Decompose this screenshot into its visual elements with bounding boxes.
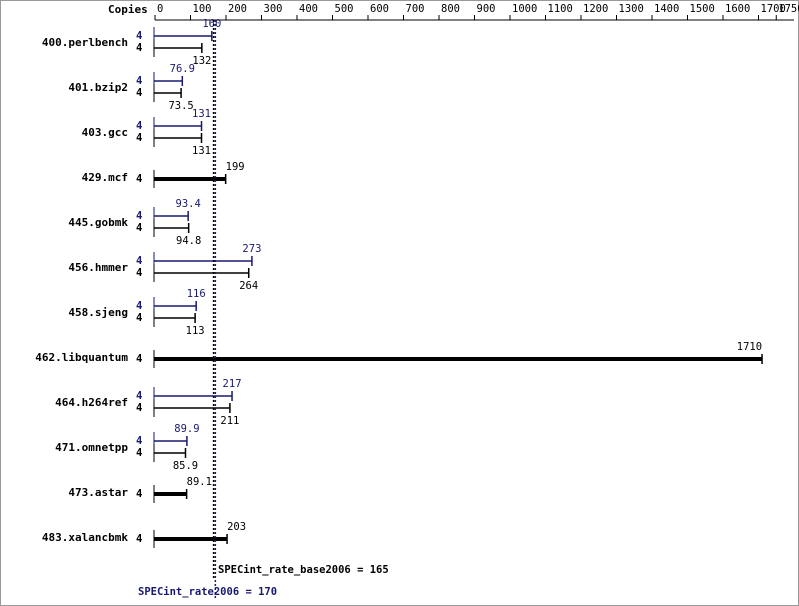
copies-label: 4 [136, 267, 142, 279]
copies-label: 4 [136, 312, 142, 324]
value-label: 73.5 [168, 100, 193, 112]
value-label: 203 [227, 521, 246, 533]
benchmark-label: 445.gobmk [68, 216, 128, 229]
value-label: 131 [192, 108, 211, 120]
value-label: 132 [192, 55, 211, 67]
x-tick-label: 200 [228, 3, 247, 15]
value-label: 89.1 [187, 476, 212, 488]
value-label: 264 [239, 280, 258, 292]
x-tick-label: 700 [406, 3, 425, 15]
copies-label: 4 [136, 533, 142, 545]
x-axis-title: Copies [108, 3, 148, 16]
value-label: 273 [242, 243, 261, 255]
copies-label: 4 [136, 353, 142, 365]
x-tick-label: 1500 [690, 3, 715, 15]
copies-label: 4 [136, 402, 142, 414]
benchmark-label: 429.mcf [82, 171, 128, 184]
benchmark-label: 400.perlbench [42, 36, 128, 49]
benchmark-label: 458.sjeng [68, 306, 128, 319]
x-tick-label: 1750 [778, 3, 799, 15]
x-tick-label: 1100 [548, 3, 573, 15]
x-tick-label: 1000 [512, 3, 537, 15]
reference-label: SPECint_rate2006 = 170 [138, 586, 277, 598]
copies-label: 4 [136, 222, 142, 234]
value-label: 199 [226, 161, 245, 173]
x-tick-label: 500 [335, 3, 354, 15]
benchmark-label: 464.h264ref [55, 396, 128, 409]
x-tick-label: 300 [264, 3, 283, 15]
value-label: 94.8 [176, 235, 201, 247]
x-tick-label: 1200 [583, 3, 608, 15]
x-tick-label: 400 [299, 3, 318, 15]
copies-label: 4 [136, 75, 142, 87]
copies-label: 4 [136, 120, 142, 132]
copies-label: 4 [136, 210, 142, 222]
copies-label: 4 [136, 173, 142, 185]
benchmark-label: 403.gcc [82, 126, 128, 139]
x-tick-label: 900 [477, 3, 496, 15]
copies-label: 4 [136, 488, 142, 500]
copies-label: 4 [136, 30, 142, 42]
value-label: 113 [186, 325, 205, 337]
copies-label: 4 [136, 132, 142, 144]
benchmark-label: 483.xalancbmk [42, 531, 128, 544]
value-label: 211 [220, 415, 239, 427]
copies-label: 4 [136, 447, 142, 459]
value-label: 160 [202, 18, 221, 30]
copies-label: 4 [136, 255, 142, 267]
x-tick-label: 1400 [654, 3, 679, 15]
benchmark-label: 462.libquantum [35, 351, 128, 364]
value-label: 89.9 [174, 423, 199, 435]
x-tick-label: 1700 [761, 3, 786, 15]
x-tick-label: 1300 [619, 3, 644, 15]
value-label: 93.4 [176, 198, 201, 210]
copies-label: 4 [136, 390, 142, 402]
value-label: 76.9 [170, 63, 195, 75]
benchmark-label: 473.astar [68, 486, 128, 499]
x-tick-label: 800 [441, 3, 460, 15]
x-tick-label: 600 [370, 3, 389, 15]
benchmark-label: 471.omnetpp [55, 441, 128, 454]
copies-label: 4 [136, 42, 142, 54]
value-label: 1710 [737, 341, 762, 353]
value-label: 217 [223, 378, 242, 390]
reference-label: SPECint_rate_base2006 = 165 [218, 564, 389, 576]
value-label: 131 [192, 145, 211, 157]
value-label: 85.9 [173, 460, 198, 472]
x-tick-label: 100 [193, 3, 212, 15]
copies-label: 4 [136, 435, 142, 447]
benchmark-label: 456.hmmer [68, 261, 128, 274]
x-tick-label: 1600 [725, 3, 750, 15]
benchmark-label: 401.bzip2 [68, 81, 128, 94]
copies-label: 4 [136, 87, 142, 99]
value-label: 116 [187, 288, 206, 300]
copies-label: 4 [136, 300, 142, 312]
x-tick-label: 0 [157, 3, 163, 15]
